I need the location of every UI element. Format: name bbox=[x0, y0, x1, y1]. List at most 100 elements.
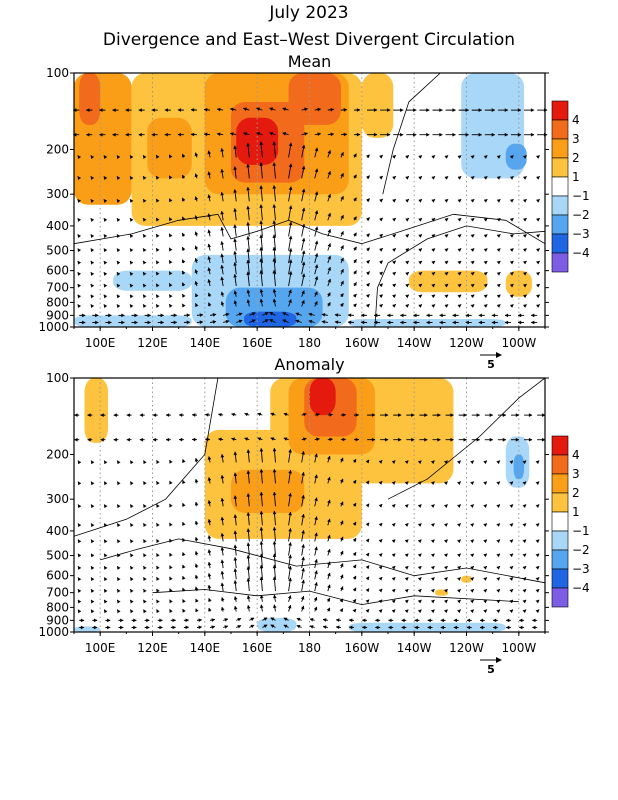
vector-arrow-head bbox=[264, 312, 269, 316]
vector-arrow-head bbox=[470, 589, 474, 593]
vector-arrow-head bbox=[90, 199, 95, 203]
vector-arrow-head bbox=[343, 132, 348, 137]
vector-arrow-head bbox=[283, 617, 288, 622]
x-tick-label: 100W bbox=[501, 641, 536, 655]
vector-arrow-head bbox=[282, 107, 287, 111]
vector-arrow-head bbox=[365, 503, 370, 508]
vector-arrow-head bbox=[426, 313, 430, 318]
y-tick-label: 100 bbox=[46, 66, 69, 80]
vector-arrow-head bbox=[365, 552, 370, 557]
vector-arrow-head bbox=[496, 523, 501, 527]
vector-arrow-head bbox=[340, 245, 344, 250]
vector-arrow-head bbox=[404, 577, 409, 581]
vector-arrow-head bbox=[378, 553, 383, 557]
vector-arrow-head bbox=[288, 205, 293, 210]
vector-arrow-head bbox=[156, 565, 160, 570]
vector-arrow-head bbox=[207, 584, 212, 589]
vector-arrow-head bbox=[272, 491, 277, 496]
vector-arrow-head bbox=[517, 132, 522, 137]
vector-arrow-head bbox=[288, 186, 293, 191]
vector-arrow-head bbox=[156, 283, 160, 288]
vector-arrow-head bbox=[185, 625, 190, 630]
vector-arrow-head bbox=[366, 217, 370, 222]
vector-arrow-head bbox=[207, 499, 212, 504]
vector-arrow-head bbox=[288, 577, 292, 582]
vector-arrow-head bbox=[466, 625, 471, 630]
vector-arrow-head bbox=[366, 303, 370, 308]
vector-arrow-head bbox=[246, 493, 251, 497]
vector-arrow-head bbox=[185, 618, 190, 623]
vector-arrow-head bbox=[452, 132, 456, 137]
vector-arrow-head bbox=[413, 132, 417, 137]
vector-arrow-head bbox=[220, 559, 225, 564]
vector-arrow-head bbox=[327, 266, 332, 271]
vector-arrow-head bbox=[317, 132, 322, 137]
vector-arrow-head bbox=[77, 176, 82, 181]
vector-arrow-head bbox=[287, 595, 292, 599]
vector-arrow-head bbox=[182, 599, 186, 604]
vector-arrow-head bbox=[104, 481, 108, 486]
vector-arrow-head bbox=[220, 606, 225, 611]
vector-arrow-head bbox=[431, 283, 436, 288]
vector-arrow-head bbox=[164, 108, 168, 112]
vector-arrow-head bbox=[327, 548, 331, 553]
vector-arrow-head bbox=[327, 584, 331, 589]
vector-arrow-head bbox=[330, 107, 335, 112]
vector-arrow-head bbox=[466, 618, 471, 623]
vector-arrow-head bbox=[479, 625, 484, 630]
shaded-region bbox=[79, 73, 101, 125]
vector-arrow-head bbox=[339, 608, 344, 613]
vector-arrow-head bbox=[536, 234, 540, 238]
vector-arrow-head bbox=[87, 437, 91, 442]
vector-arrow-head bbox=[418, 260, 423, 265]
vector-arrow-head bbox=[288, 163, 293, 168]
vector-arrow-head bbox=[457, 599, 461, 604]
vector-arrow-head bbox=[379, 283, 383, 288]
colorbar-label: 3 bbox=[572, 132, 580, 146]
vector-arrow-head bbox=[233, 514, 238, 518]
vector-arrow-head bbox=[417, 589, 422, 593]
vector-arrow-head bbox=[470, 248, 475, 252]
vector-arrow-head bbox=[103, 234, 108, 239]
vector-arrow-head bbox=[536, 248, 540, 252]
vector-arrow-head bbox=[194, 501, 199, 506]
vector-arrow-head bbox=[476, 413, 481, 417]
vector-arrow-head bbox=[77, 460, 82, 465]
vector-arrow-head bbox=[361, 625, 366, 630]
vector-arrow-head bbox=[404, 523, 409, 527]
vector-arrow-head bbox=[173, 320, 178, 325]
vector-arrow-head bbox=[327, 292, 331, 297]
vector-arrow-head bbox=[288, 221, 293, 226]
vector-arrow-head bbox=[194, 196, 199, 201]
x-tick-label: 160W bbox=[344, 641, 379, 655]
vector-arrow-head bbox=[156, 175, 160, 180]
vector-arrow-head bbox=[470, 460, 474, 465]
vector-arrow-head bbox=[457, 234, 462, 238]
y-tick-label: 300 bbox=[46, 187, 69, 201]
vector-arrow-head bbox=[129, 283, 134, 288]
vector-arrow-head bbox=[536, 272, 540, 276]
vector-arrow-head bbox=[440, 625, 444, 630]
colorbar-cell bbox=[551, 119, 569, 140]
vector-arrow-head bbox=[77, 577, 82, 582]
vector-arrow-head bbox=[220, 241, 224, 245]
vector-arrow-head bbox=[417, 504, 422, 508]
vector-arrow-head bbox=[348, 625, 353, 630]
vector-arrow-head bbox=[77, 539, 82, 544]
vector-arrow-head bbox=[522, 260, 527, 265]
vector-arrow-head bbox=[417, 609, 422, 614]
vector-arrow-head bbox=[113, 437, 117, 442]
vector-arrow-head bbox=[536, 283, 540, 288]
vector-arrow-head bbox=[142, 217, 147, 222]
vector-arrow-head bbox=[339, 501, 344, 506]
vector-arrow-head bbox=[391, 599, 396, 604]
vector-arrow-head bbox=[182, 303, 186, 308]
vector-arrow-head bbox=[327, 455, 331, 460]
vector-arrow-head bbox=[220, 264, 224, 269]
vector-arrow-head bbox=[439, 132, 443, 137]
vector-arrow-head bbox=[414, 618, 418, 623]
vector-arrow-head bbox=[272, 269, 277, 274]
colorbar: 4 3 2 1 −1 −2 −3 −4 bbox=[551, 435, 590, 608]
vector-arrow-head bbox=[399, 313, 404, 318]
vector-arrow-head bbox=[417, 539, 422, 544]
